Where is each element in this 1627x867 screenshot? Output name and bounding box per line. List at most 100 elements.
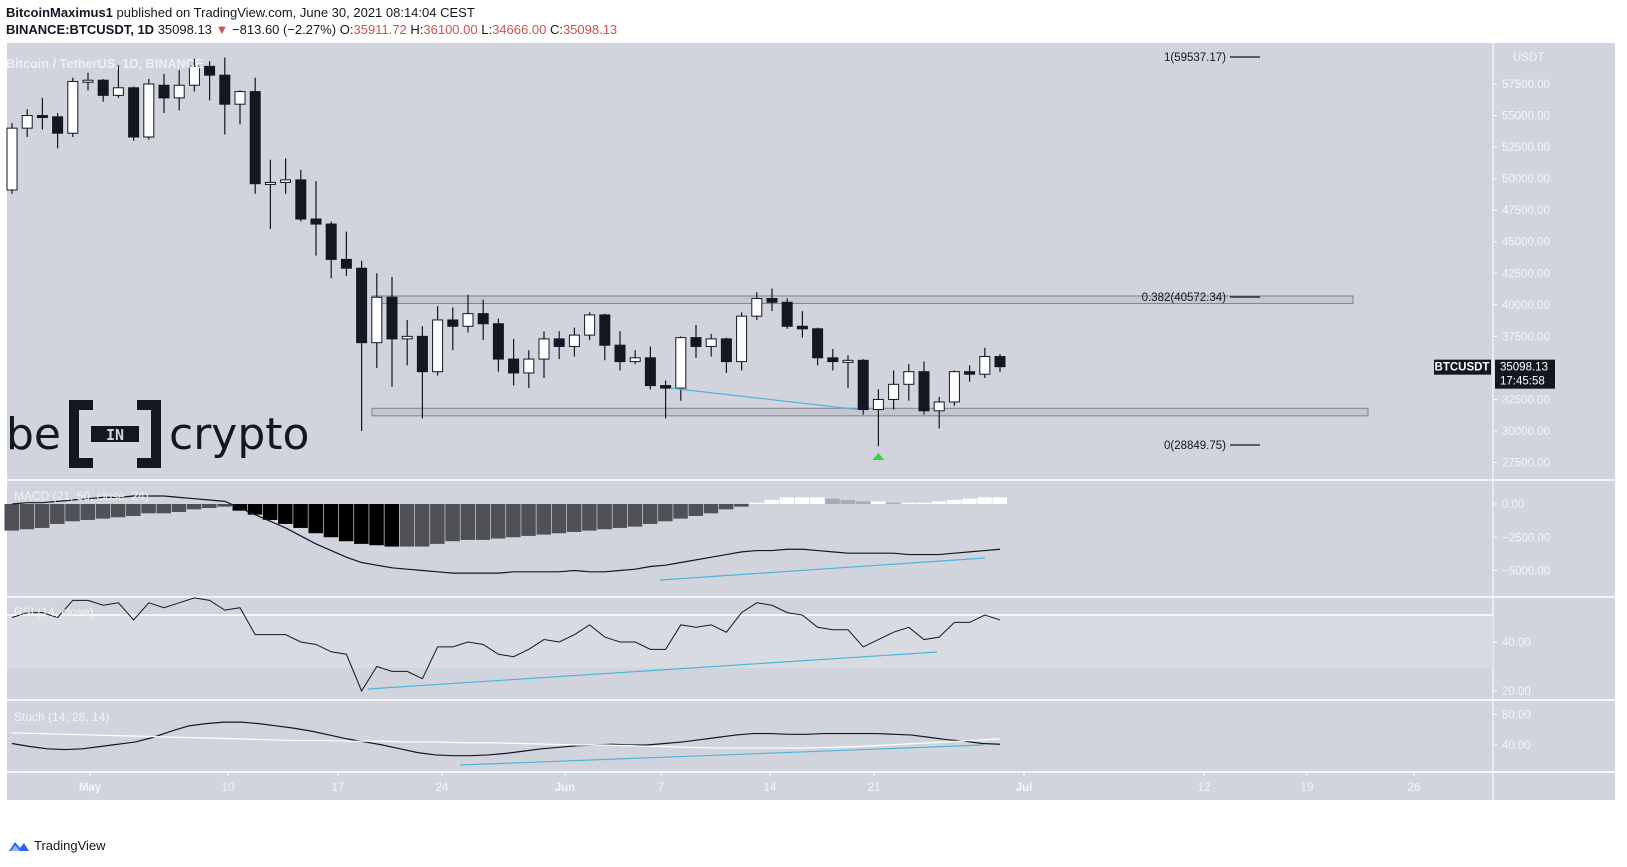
candle[interactable] bbox=[477, 313, 489, 325]
candle[interactable] bbox=[933, 401, 945, 412]
candle[interactable] bbox=[295, 179, 307, 220]
candle[interactable] bbox=[128, 87, 140, 138]
candle[interactable] bbox=[356, 267, 368, 344]
macd-label[interactable]: MACD (21, 50, close, 24) bbox=[14, 489, 149, 503]
price-trendline[interactable] bbox=[670, 387, 859, 411]
candle[interactable] bbox=[6, 127, 18, 191]
candle[interactable] bbox=[462, 313, 474, 327]
candle[interactable] bbox=[994, 356, 1006, 368]
price-tick-label: 32500.00 bbox=[1502, 394, 1550, 406]
candle[interactable] bbox=[584, 314, 596, 336]
time-tick-label: 12 bbox=[1198, 782, 1211, 794]
candle[interactable] bbox=[796, 325, 808, 330]
candle[interactable] bbox=[432, 319, 444, 373]
stoch-trendline[interactable] bbox=[459, 744, 984, 766]
candle[interactable] bbox=[903, 371, 915, 385]
candle[interactable] bbox=[705, 338, 717, 347]
candle[interactable] bbox=[204, 65, 216, 76]
candle[interactable] bbox=[538, 338, 550, 360]
candle[interactable] bbox=[720, 338, 732, 363]
last-price-label: 35098.13 bbox=[1500, 362, 1548, 374]
candle[interactable] bbox=[97, 79, 109, 96]
candle[interactable] bbox=[523, 358, 535, 374]
candle[interactable] bbox=[249, 91, 261, 185]
candle[interactable] bbox=[781, 301, 793, 327]
candle[interactable] bbox=[188, 65, 200, 86]
candle[interactable] bbox=[660, 385, 672, 389]
published-text: published on TradingView.com, June 30, 2… bbox=[116, 5, 475, 20]
tradingview-footer[interactable]: TradingView bbox=[8, 838, 106, 853]
candle[interactable] bbox=[979, 356, 991, 375]
candle[interactable] bbox=[264, 181, 276, 185]
candle[interactable] bbox=[736, 315, 748, 363]
candle[interactable] bbox=[447, 319, 459, 327]
candle[interactable] bbox=[112, 87, 124, 96]
candle[interactable] bbox=[416, 335, 428, 373]
candle[interactable] bbox=[948, 371, 960, 403]
symbol-name: BINANCE:BTCUSDT, 1D bbox=[6, 22, 155, 37]
rsi-line[interactable] bbox=[11, 597, 1001, 693]
candle[interactable] bbox=[401, 335, 413, 340]
candle[interactable] bbox=[766, 298, 778, 303]
candle[interactable] bbox=[888, 383, 900, 400]
candle[interactable] bbox=[812, 328, 824, 359]
time-tick-label: 14 bbox=[764, 782, 777, 794]
author-name[interactable]: BitcoinMaximus1 bbox=[6, 5, 113, 20]
macd-histogram-bar bbox=[50, 504, 65, 524]
macd-histogram-bar bbox=[247, 504, 263, 515]
open-label: O: bbox=[339, 22, 354, 37]
macd-tick-label: −2500.00 bbox=[1502, 532, 1550, 544]
candle[interactable] bbox=[629, 357, 641, 363]
time-tick-label: 19 bbox=[1301, 782, 1314, 794]
candle[interactable] bbox=[143, 83, 155, 138]
macd-histogram-bar bbox=[65, 504, 80, 522]
candle[interactable] bbox=[36, 115, 48, 119]
candle[interactable] bbox=[644, 357, 656, 387]
candle[interactable] bbox=[553, 338, 565, 347]
candle[interactable] bbox=[751, 298, 763, 317]
candle[interactable] bbox=[842, 359, 854, 363]
candle[interactable] bbox=[325, 223, 337, 260]
candle[interactable] bbox=[508, 358, 520, 374]
candle[interactable] bbox=[280, 179, 292, 183]
candle[interactable] bbox=[386, 296, 398, 340]
stoch-label[interactable]: Stoch (14, 28, 14) bbox=[14, 710, 110, 724]
candle[interactable] bbox=[964, 371, 976, 375]
price-axis-background[interactable] bbox=[1493, 43, 1615, 800]
candle[interactable] bbox=[918, 371, 930, 412]
macd-trendline[interactable] bbox=[659, 557, 986, 581]
time-tick-label: 10 bbox=[222, 782, 235, 794]
candle[interactable] bbox=[158, 84, 170, 99]
stoch-d-line[interactable] bbox=[11, 732, 1001, 749]
stoch-k-line[interactable] bbox=[11, 721, 1001, 757]
candle[interactable] bbox=[492, 323, 504, 360]
macd-line[interactable] bbox=[11, 495, 1001, 574]
candle[interactable] bbox=[599, 314, 611, 346]
candle[interactable] bbox=[690, 337, 702, 347]
candle[interactable] bbox=[371, 296, 383, 344]
candle[interactable] bbox=[219, 74, 231, 105]
candle[interactable] bbox=[52, 116, 64, 134]
candle[interactable] bbox=[82, 79, 94, 83]
candle[interactable] bbox=[21, 115, 33, 129]
candle[interactable] bbox=[173, 84, 185, 99]
candle[interactable] bbox=[568, 334, 580, 347]
macd-histogram-bar bbox=[794, 497, 810, 504]
candle[interactable] bbox=[67, 80, 79, 134]
macd-histogram-bar bbox=[840, 500, 855, 504]
rsi-trendline[interactable] bbox=[367, 651, 938, 690]
macd-histogram-bar bbox=[825, 498, 840, 504]
candle[interactable] bbox=[872, 398, 884, 411]
candle[interactable] bbox=[614, 344, 626, 363]
rsi-label[interactable]: RSI (14, close) bbox=[14, 605, 94, 619]
zone-support[interactable] bbox=[371, 407, 1369, 417]
candle[interactable] bbox=[340, 258, 352, 269]
time-tick-label: 17 bbox=[332, 782, 345, 794]
price-tick-label: 42500.00 bbox=[1502, 268, 1550, 280]
candle[interactable] bbox=[857, 359, 869, 411]
candle[interactable] bbox=[234, 91, 246, 105]
candle[interactable] bbox=[675, 337, 687, 389]
candle[interactable] bbox=[827, 357, 839, 363]
candle[interactable] bbox=[310, 218, 322, 225]
